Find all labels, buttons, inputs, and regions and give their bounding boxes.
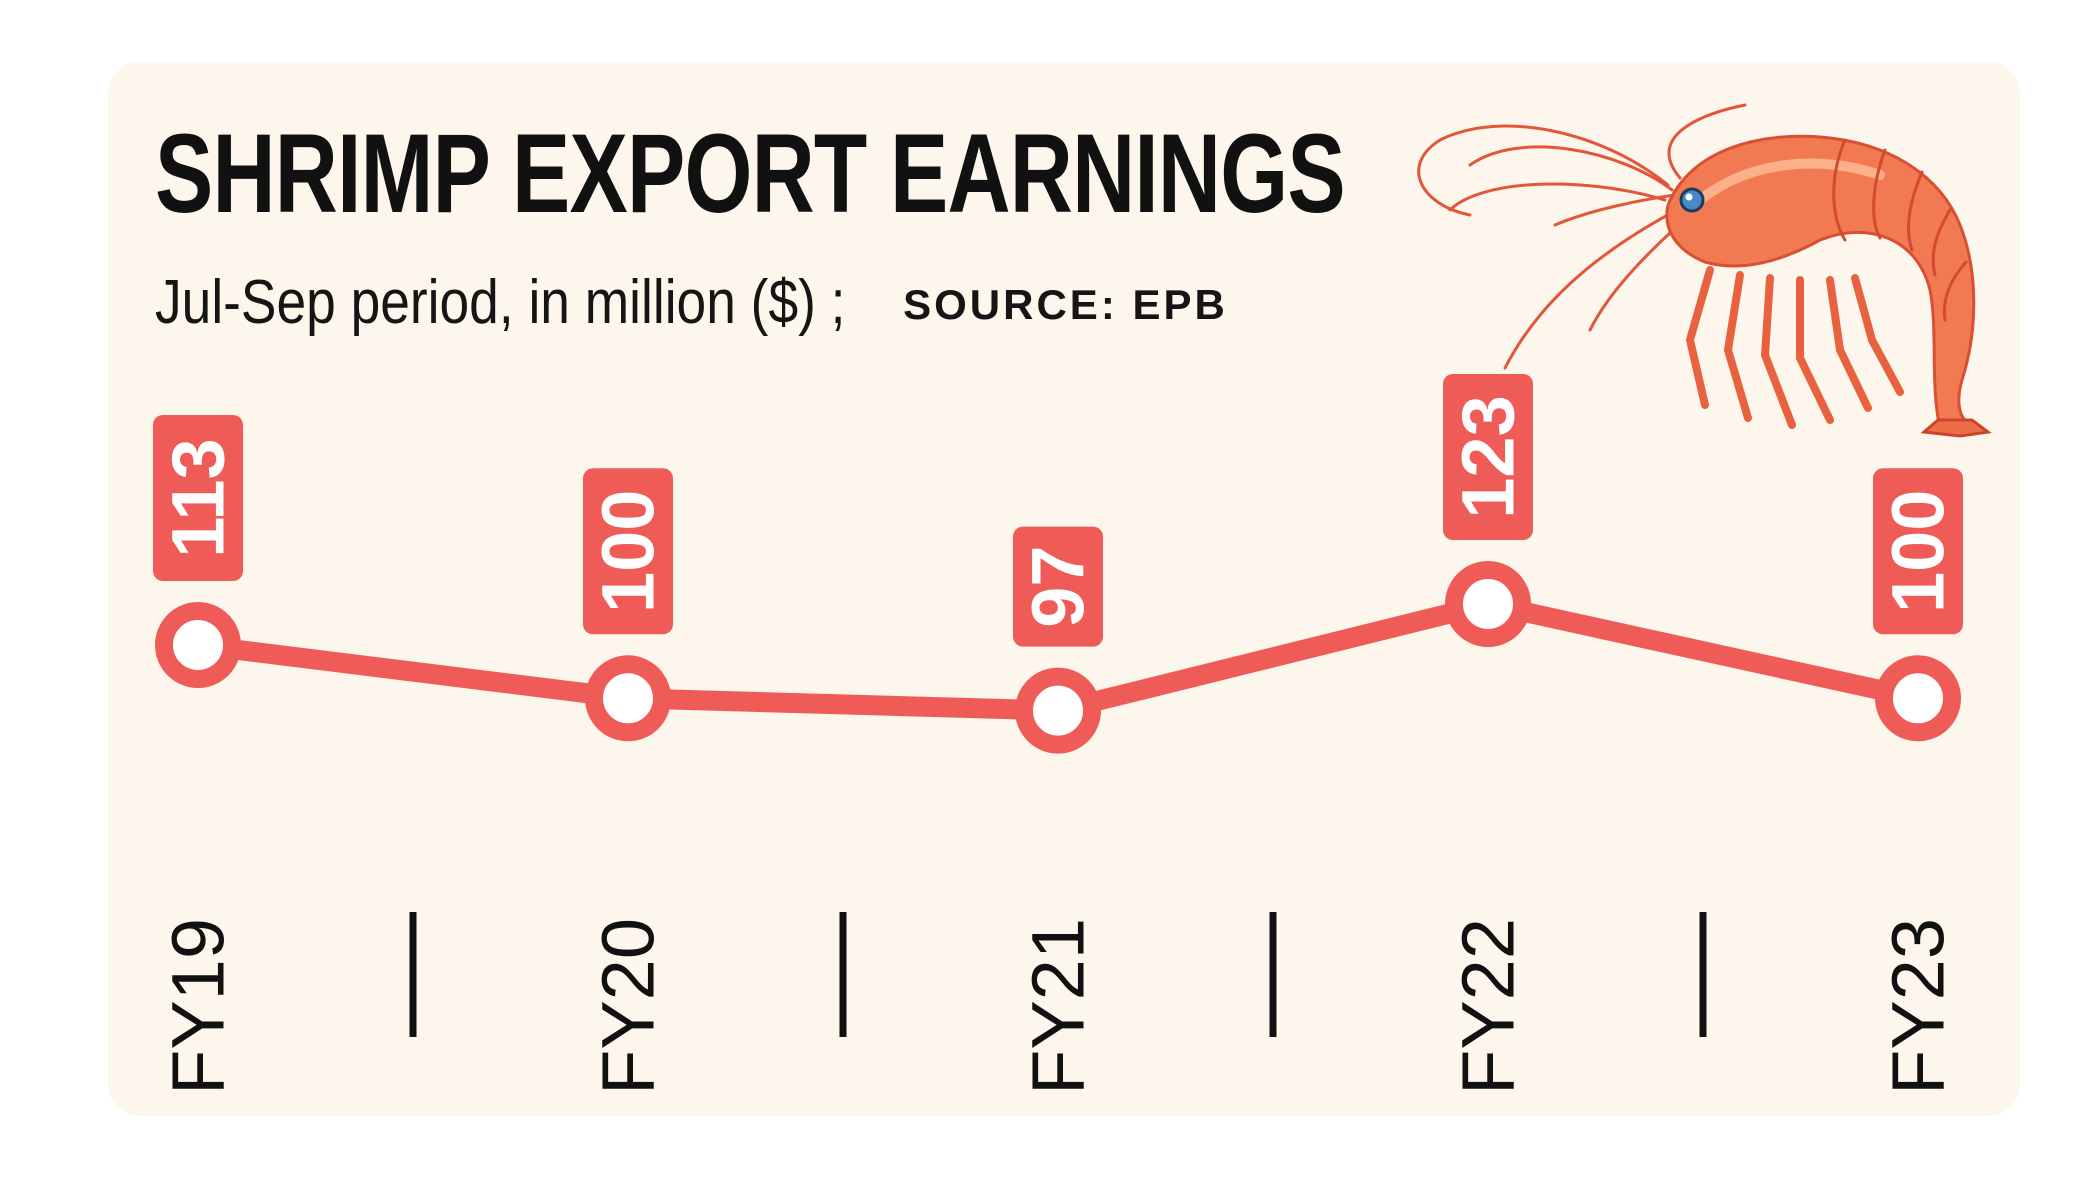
data-label-text: 97 [1017,545,1100,627]
data-markers [155,561,1961,754]
data-label-fy19: 113 [153,415,243,581]
chart-title: SHRIMP EXPORT EARNINGS [155,111,1346,236]
source-note: SOURCE: EPB [903,281,1228,328]
shrimp-illustration [1417,103,1992,438]
x-tick-labels: FY19 FY20 FY21 FY22 FY23 [157,918,1960,1095]
chart-subtitle-line: Jul-Sep period, in million ($) ; SOURCE:… [155,272,1228,334]
data-label-box [1013,526,1103,647]
data-label-fy21: 97 [1013,526,1103,647]
x-axis-separators [409,912,1707,1037]
data-point-fy20 [585,655,671,742]
data-label-box [583,468,673,635]
data-label-text: 123 [1447,395,1530,518]
data-point-fy19 [155,602,241,688]
data-label-box [153,415,243,581]
x-tick-label-fy20: FY20 [587,918,670,1095]
data-label-text: 100 [587,490,670,613]
x-tick-label-fy21: FY21 [1017,918,1100,1095]
data-label-box [1873,468,1963,635]
data-label-box [1443,374,1533,540]
data-point-fy23 [1875,655,1961,742]
data-label-fy20: 100 [583,468,673,635]
data-label-text: 113 [157,438,240,557]
x-tick-label-fy19: FY19 [157,918,240,1095]
data-label-fy23: 100 [1873,468,1963,635]
data-point-fy21 [1015,667,1101,754]
data-label-text: 100 [1877,490,1960,613]
x-tick-label-fy23: FY23 [1877,918,1960,1095]
data-labels: 113 100 97 123 100 [153,374,1963,647]
chart-subtitle: Jul-Sep period, in million ($) ; [155,268,846,337]
data-point-fy22 [1445,561,1531,647]
data-label-fy22: 123 [1443,374,1533,540]
x-tick-label-fy22: FY22 [1447,918,1530,1095]
